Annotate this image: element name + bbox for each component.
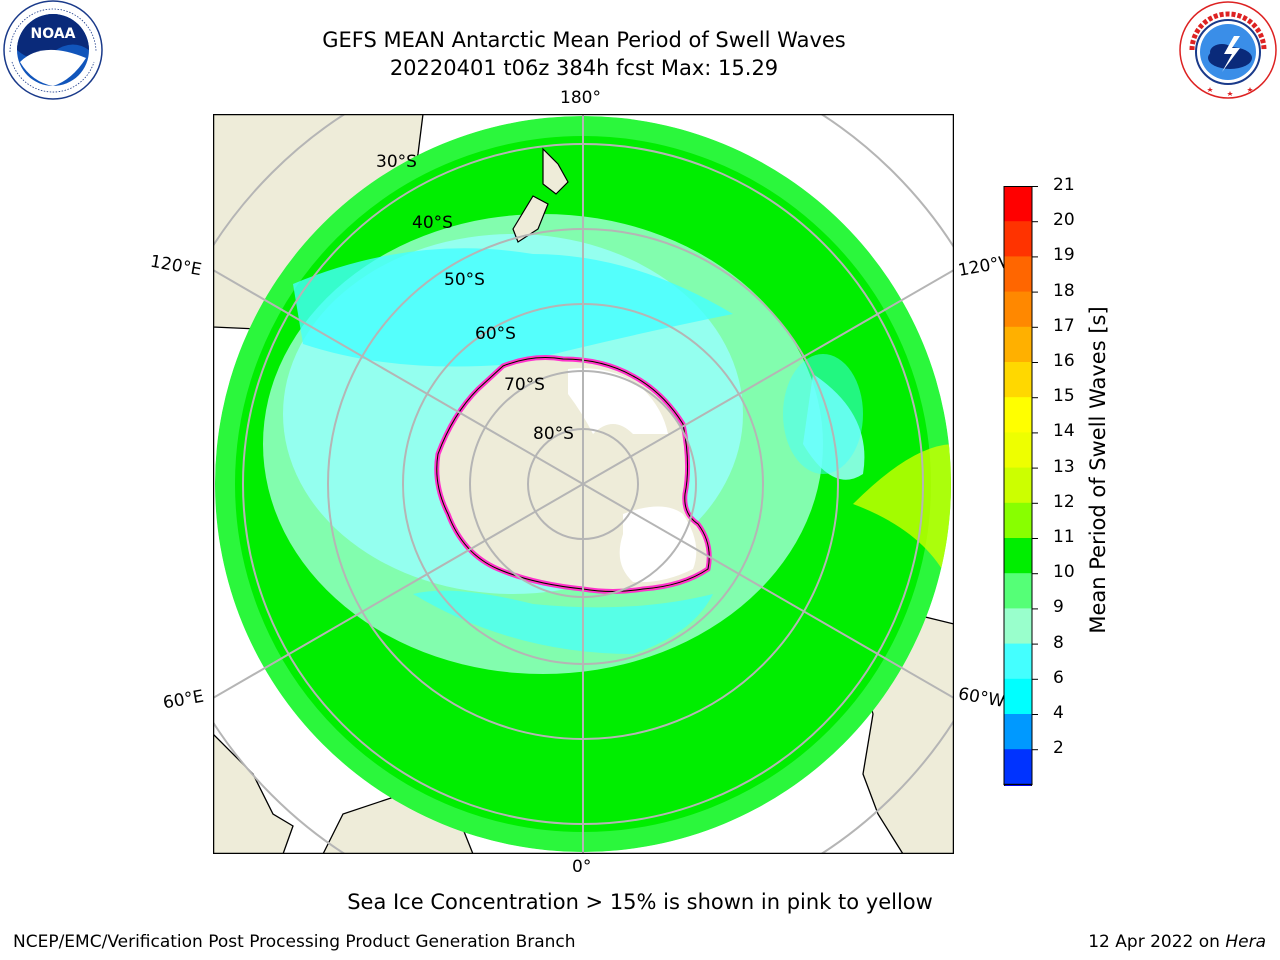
colorbar-tick-label: 18 (1053, 280, 1075, 301)
colorbar-tick-label: 14 (1053, 421, 1075, 442)
colorbar (1003, 186, 1038, 786)
lat-label-50s: 50°S (444, 270, 485, 290)
colorbar-tick-label: 4 (1053, 703, 1064, 723)
lon-label-60e: 60°E (161, 686, 206, 714)
nws-logo (1179, 1, 1277, 99)
colorbar-tick-label: 16 (1053, 351, 1075, 371)
colorbar-band (1004, 538, 1032, 574)
colorbar-tick-label: 19 (1053, 245, 1075, 266)
lon-label-120e: 120°E (148, 251, 204, 281)
colorbar-tick-label: 12 (1053, 491, 1075, 512)
footer-credit: NCEP/EMC/Verification Post Processing Pr… (13, 932, 576, 952)
colorbar-tick-label: 9 (1053, 597, 1064, 618)
colorbar-tick-label: 17 (1053, 315, 1075, 336)
lat-label-80s: 80°S (533, 424, 574, 444)
noaa-logo: NOAA (3, 0, 103, 100)
colorbar-tick-label: 10 (1053, 562, 1075, 583)
colorbar-label: Mean Period of Swell Waves [s] (1086, 306, 1110, 634)
colorbar-band (1004, 256, 1032, 293)
lon-label-180: 180° (560, 88, 601, 108)
colorbar-band (1004, 714, 1032, 750)
new-zealand (512, 147, 569, 243)
lat-label-60s: 60°S (475, 324, 516, 344)
chart-title: GEFS MEAN Antarctic Mean Period of Swell… (322, 28, 846, 52)
colorbar-band (1004, 397, 1032, 433)
colorbar-band (1004, 678, 1032, 715)
footer-host: Hera (1225, 932, 1266, 952)
graticule (213, 114, 954, 854)
polar-map (213, 114, 954, 854)
colorbar-band (1004, 432, 1032, 469)
colorbar-tick-label: 15 (1053, 386, 1075, 407)
colorbar-tick-label: 6 (1053, 667, 1064, 688)
antarctica (434, 355, 712, 594)
colorbar-band (1004, 749, 1032, 785)
colorbar-band (1004, 573, 1032, 609)
colorbar-band (1004, 467, 1032, 504)
colorbar-tick-label: 8 (1053, 632, 1064, 653)
lat-label-30s: 30°S (376, 152, 417, 172)
colorbar-band (1004, 326, 1032, 363)
footer-date: 12 Apr 2022 on Hera (1088, 932, 1266, 952)
colorbar-band (1004, 221, 1032, 257)
chart-subtitle: 20220401 t06z 384h fcst Max: 15.29 (389, 56, 779, 80)
lat-label-40s: 40°S (412, 213, 453, 233)
colorbar-band (1004, 362, 1032, 398)
colorbar-band (1004, 186, 1032, 222)
colorbar-band (1004, 608, 1032, 645)
colorbar-band (1004, 291, 1032, 328)
lat-label-70s: 70°S (504, 375, 545, 395)
lon-label-0: 0° (572, 857, 592, 877)
colorbar-outline (1003, 186, 1033, 785)
colorbar-band (1004, 502, 1032, 539)
colorbar-tick-label: 20 (1053, 210, 1075, 231)
colorbar-band (1004, 643, 1032, 680)
svg-text:NOAA: NOAA (31, 26, 76, 42)
lon-label-60w: 60°W (956, 684, 1007, 712)
footer-date-text: 12 Apr 2022 on (1088, 932, 1226, 952)
sea-ice-caption: Sea Ice Concentration > 15% is shown in … (347, 890, 933, 914)
colorbar-tick-label: 11 (1053, 527, 1075, 547)
colorbar-tick-label: 21 (1053, 175, 1075, 195)
colorbar-tick-label: 2 (1053, 738, 1064, 759)
colorbar-tick-label: 13 (1053, 456, 1075, 477)
